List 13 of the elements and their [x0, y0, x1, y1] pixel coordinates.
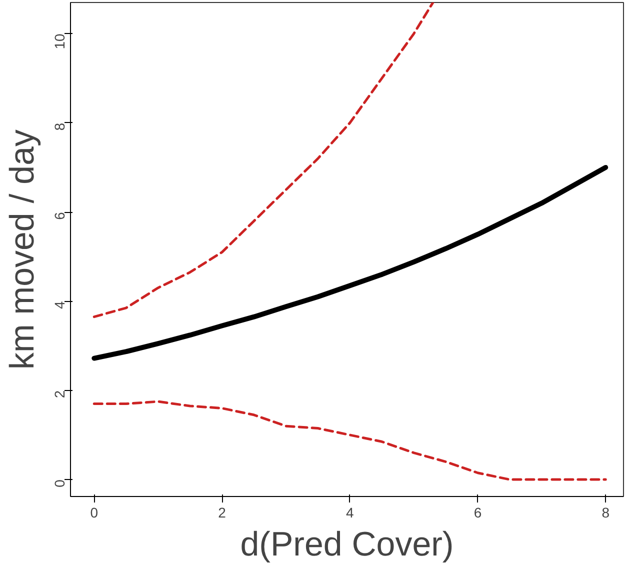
- x-tick-label: 2: [218, 504, 226, 520]
- y-tick-label: 0: [52, 479, 68, 488]
- x-tick-label: 8: [602, 504, 610, 520]
- y-tick-label: 4: [52, 301, 68, 310]
- x-tick-label: 6: [474, 504, 482, 520]
- x-tick-label: 4: [346, 504, 354, 520]
- y-axis-title: km moved / day: [4, 130, 42, 370]
- y-tick-label: 6: [52, 212, 68, 220]
- x-axis-title: d(Pred Cover): [240, 526, 454, 564]
- y-tick-label: 2: [52, 390, 68, 398]
- x-tick-label: 0: [90, 504, 98, 520]
- y-tick-label: 10: [52, 33, 68, 50]
- y-tick-label: 8: [52, 122, 68, 131]
